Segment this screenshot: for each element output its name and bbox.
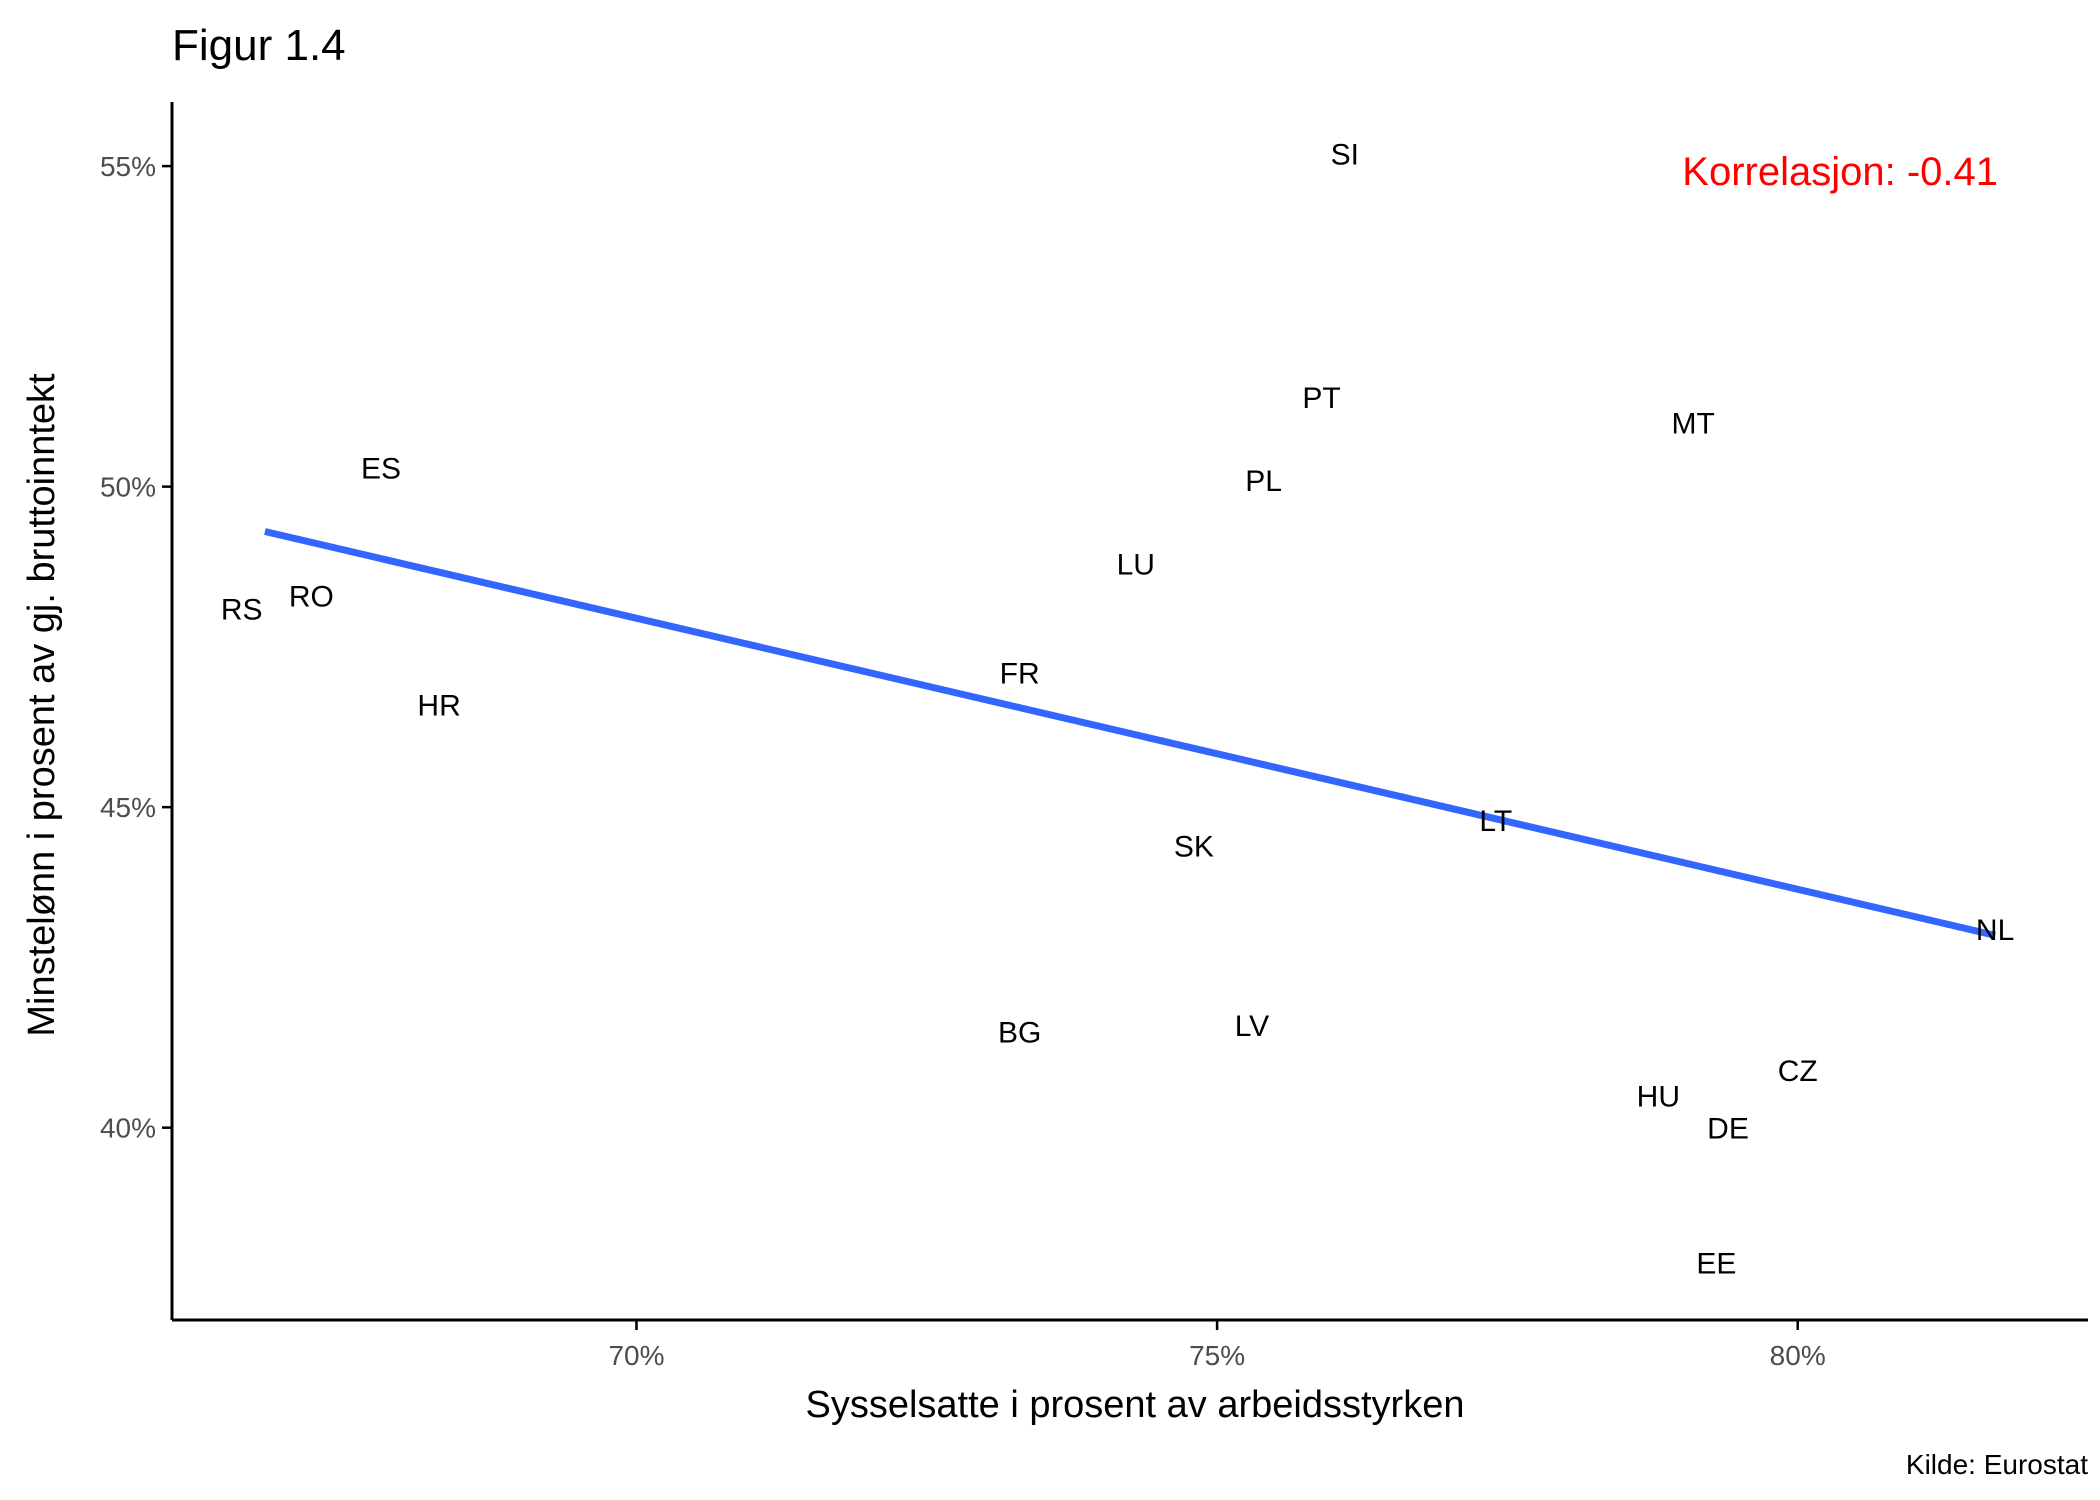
x-tick-label: 75% [1189, 1340, 1245, 1371]
point-label-de: DE [1707, 1113, 1749, 1146]
regression-line [264, 528, 1996, 939]
y-tick-label: 50% [100, 472, 156, 503]
point-label-lv: LV [1235, 1010, 1269, 1043]
point-label-lt: LT [1479, 805, 1512, 838]
correlation-annotation: Korrelasjon: -0.41 [1682, 150, 1998, 194]
point-label-sk: SK [1174, 831, 1214, 864]
source-caption: Kilde: Eurostat [1906, 1449, 2088, 1480]
point-label-ro: RO [289, 581, 334, 614]
point-label-cz: CZ [1778, 1055, 1818, 1088]
point-label-rs: RS [221, 593, 263, 626]
point-label-pt: PT [1302, 382, 1340, 415]
point-label-nl: NL [1976, 914, 2014, 947]
y-tick-label: 40% [100, 1113, 156, 1144]
plot-area: 40% 45% 50% 55% 70% 75% 80% SI PT MT ES PL LU RO RS FR H… [100, 102, 2088, 1371]
y-axis-title: Minstelønn i prosent av gj. bruttoinntek… [21, 373, 63, 1037]
point-label-es: ES [361, 452, 401, 485]
y-tick-label: 45% [100, 792, 156, 823]
x-axis-title: Sysselsatte i prosent av arbeidsstyrken [806, 1384, 1465, 1426]
point-label-ee: EE [1696, 1247, 1736, 1280]
y-tick-label: 55% [100, 151, 156, 182]
point-label-si: SI [1331, 138, 1359, 171]
point-label-lu: LU [1117, 549, 1155, 582]
x-tick-label: 70% [608, 1340, 664, 1371]
point-label-hr: HR [417, 690, 460, 723]
point-label-fr: FR [1000, 658, 1040, 691]
x-tick-label: 80% [1770, 1340, 1826, 1371]
point-label-hu: HU [1637, 1081, 1680, 1114]
point-label-pl: PL [1245, 465, 1282, 498]
point-label-mt: MT [1672, 408, 1715, 441]
point-label-bg: BG [998, 1017, 1041, 1050]
figure-title: Figur 1.4 [172, 21, 346, 70]
